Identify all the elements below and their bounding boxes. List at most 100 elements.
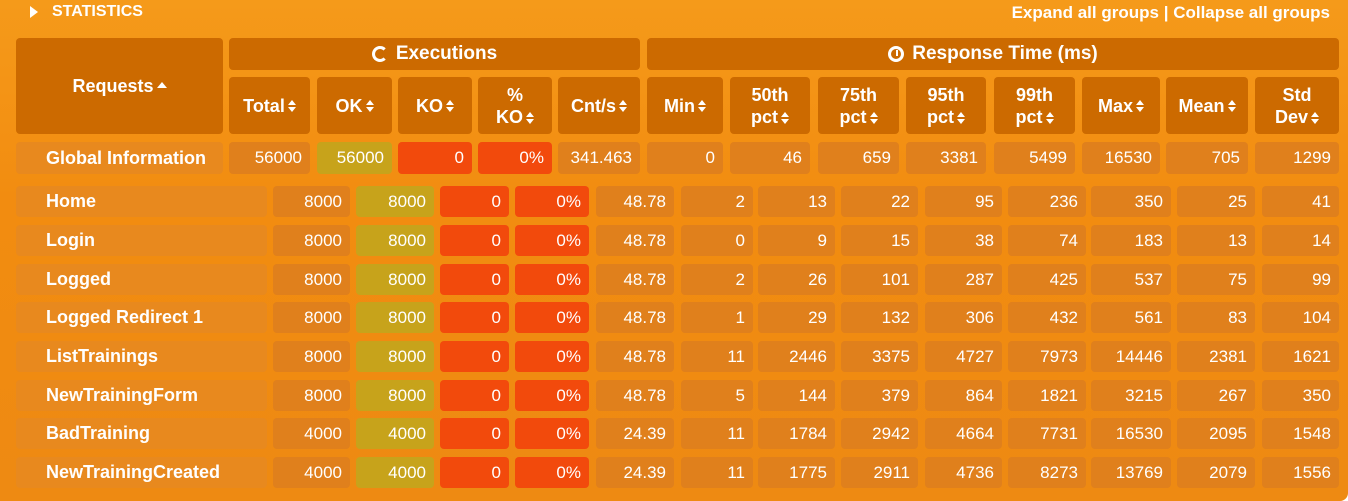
request-row-cell: 8000 [356,380,434,411]
request-row-cell: 95 [925,186,1002,217]
request-row-cell: 432 [1008,302,1086,333]
group-links: Expand all groups | Collapse all groups [1012,3,1330,23]
global-cell: 1299 [1255,142,1339,174]
request-row-cell: 11 [681,341,753,372]
request-row-cell: 8000 [356,264,434,295]
request-row-cell: 306 [925,302,1002,333]
global-cell: 0 [647,142,723,174]
column-header-total[interactable]: Total [229,77,310,134]
request-row-cell: 9 [758,225,835,256]
column-header-std-dev[interactable]: Std Dev [1255,77,1339,134]
request-row-cell: 0 [440,225,509,256]
column-header-ko[interactable]: KO [398,77,472,134]
request-row-cell: 0 [440,264,509,295]
request-row-cell: 0 [440,457,509,488]
request-row-cell: 22 [841,186,918,217]
statistics-toggle[interactable]: STATISTICS [30,3,143,21]
request-row-cell: 2942 [841,418,918,449]
request-row-cell: 1821 [1008,380,1086,411]
global-cell: 341.463 [558,142,640,174]
column-header-min[interactable]: Min [647,77,723,134]
request-row-cell: 48.78 [596,341,674,372]
global-cell: 56000 [317,142,392,174]
expand-all-groups-link[interactable]: Expand all groups [1011,3,1159,22]
request-row-cell: 11 [681,418,753,449]
request-row-cell: 236 [1008,186,1086,217]
request-row-cell: 13 [758,186,835,217]
request-row-cell: 1548 [1262,418,1339,449]
requests-label: Requests [72,76,154,96]
column-header-p99[interactable]: 99th pct [994,77,1075,134]
request-row-cell: 4000 [273,418,350,449]
request-row-cell: 38 [925,225,1002,256]
column-header-pct-ko[interactable]: % KO [478,77,552,134]
global-cell: 16530 [1082,142,1160,174]
statistics-topbar: STATISTICS Expand all groups | Collapse … [0,0,1348,26]
request-row-name[interactable]: NewTrainingCreated [16,457,267,488]
request-row-cell: 48.78 [596,264,674,295]
request-row-cell: 13769 [1091,457,1171,488]
request-row-cell: 1784 [758,418,835,449]
request-row-cell: 0 [440,186,509,217]
request-row-name[interactable]: Logged Redirect 1 [16,302,267,333]
global-cell: 705 [1166,142,1248,174]
max-label: Max [1097,95,1133,116]
request-row-cell: 48.78 [596,225,674,256]
request-row-name[interactable]: NewTrainingForm [16,380,267,411]
group-links-separator: | [1163,3,1169,22]
global-cell: 0% [478,142,552,174]
std-label-top: Std [1282,84,1312,105]
request-row-cell: 3375 [841,341,918,372]
request-row-cell: 75 [1177,264,1255,295]
request-row-cell: 0% [515,225,589,256]
p75-label-top: 75th [839,84,877,105]
request-row-cell: 83 [1177,302,1255,333]
column-header-p75[interactable]: 75th pct [818,77,899,134]
p95-label-bottom: pct [927,106,954,127]
request-row-cell: 379 [841,380,918,411]
p50-label-bottom: pct [751,106,778,127]
request-row-cell: 350 [1091,186,1171,217]
request-row-cell: 183 [1091,225,1171,256]
request-row-cell: 8273 [1008,457,1086,488]
request-row-cell: 0 [440,341,509,372]
global-cell: 56000 [229,142,310,174]
request-row-cell: 1 [681,302,753,333]
request-row-cell: 8000 [273,225,350,256]
request-row-cell: 14446 [1091,341,1171,372]
request-row-cell: 8000 [273,302,350,333]
ko-label: KO [416,95,443,116]
request-row-name[interactable]: Home [16,186,267,217]
column-header-cnt-s[interactable]: Cnt/s [558,77,640,134]
column-header-max[interactable]: Max [1082,77,1160,134]
request-row-cell: 24.39 [596,418,674,449]
sort-icon [698,99,706,112]
request-row-cell: 5 [681,380,753,411]
column-header-ok[interactable]: OK [317,77,392,134]
request-row-cell: 0 [440,418,509,449]
global-cell: 659 [818,142,899,174]
request-row-name[interactable]: ListTrainings [16,341,267,372]
request-row-name[interactable]: Logged [16,264,267,295]
request-row-cell: 74 [1008,225,1086,256]
request-row-cell: 2 [681,264,753,295]
request-row-name[interactable]: BadTraining [16,418,267,449]
request-row-cell: 425 [1008,264,1086,295]
request-row-cell: 8000 [356,225,434,256]
request-row-name[interactable]: Login [16,225,267,256]
global-information-label: Global Information [16,142,223,174]
collapse-all-groups-link[interactable]: Collapse all groups [1173,3,1330,22]
request-row-cell: 13 [1177,225,1255,256]
column-header-p95[interactable]: 95th pct [906,77,986,134]
request-row-cell: 8000 [273,186,350,217]
column-header-p50[interactable]: 50th pct [730,77,810,134]
sort-icon [781,111,789,124]
request-row-cell: 1621 [1262,341,1339,372]
column-header-mean[interactable]: Mean [1166,77,1248,134]
column-header-requests[interactable]: Requests [16,38,223,134]
sort-icon [1227,99,1236,112]
request-row-cell: 0% [515,341,589,372]
statistics-title: STATISTICS [52,3,143,20]
request-row-cell: 1775 [758,457,835,488]
